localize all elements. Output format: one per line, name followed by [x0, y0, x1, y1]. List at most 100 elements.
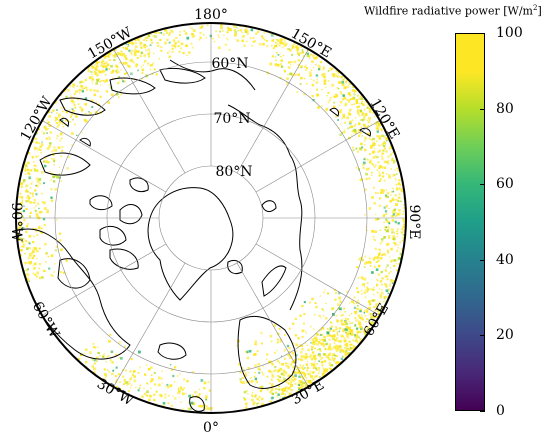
fire-detection-point	[387, 155, 390, 158]
fire-detection-point	[140, 51, 144, 55]
fire-detection-point	[181, 388, 184, 391]
fire-detection-point	[362, 163, 365, 167]
fire-detection-point	[313, 328, 315, 330]
fire-detection-point	[15, 246, 16, 247]
fire-detection-point	[106, 63, 110, 67]
fire-detection-point	[171, 44, 174, 47]
fire-detection-point	[365, 125, 368, 129]
fire-detection-point	[341, 83, 345, 87]
fire-detection-point	[403, 179, 406, 181]
fire-detection-point	[104, 62, 106, 65]
fire-detection-point	[377, 279, 379, 282]
fire-detection-point	[150, 41, 154, 44]
fire-detection-point	[172, 39, 176, 42]
fire-detection-point	[163, 410, 165, 412]
fire-detection-point	[37, 128, 40, 131]
fire-detection-point	[382, 149, 384, 151]
fire-detection-point	[134, 39, 137, 42]
meridian-line	[110, 262, 186, 392]
fire-detection-point	[312, 362, 316, 366]
fire-detection-point	[139, 36, 142, 39]
fire-detection-point	[372, 235, 375, 238]
fire-detection-point	[147, 52, 150, 56]
fire-detection-point	[22, 245, 25, 248]
fire-detection-point	[25, 208, 28, 210]
fire-detection-point	[28, 280, 30, 282]
fire-detection-point	[337, 71, 341, 74]
fire-detection-point	[120, 50, 123, 53]
fire-detection-point	[125, 381, 129, 384]
fire-detection-point	[161, 370, 163, 372]
fire-detection-point	[51, 151, 53, 153]
fire-detection-point	[20, 182, 23, 185]
graticule	[16, 23, 406, 413]
fire-detection-point	[309, 370, 311, 373]
fire-detection-point	[170, 29, 173, 32]
fire-detection-point	[32, 140, 35, 143]
fire-detection-point	[309, 73, 312, 77]
fire-detection-point	[103, 368, 106, 371]
fire-detection-point	[24, 163, 27, 166]
fire-detection-point	[341, 313, 344, 316]
fire-detection-point	[25, 143, 29, 146]
fire-detection-point	[352, 339, 355, 342]
fire-detection-point	[28, 261, 30, 263]
fire-detection-point	[397, 148, 400, 150]
meridian-line	[255, 117, 385, 193]
fire-detection-point	[280, 38, 283, 42]
fire-detection-point	[387, 225, 390, 228]
fire-detection-point	[323, 378, 327, 381]
fire-detection-point	[177, 40, 180, 43]
fire-detection-point	[113, 55, 116, 58]
fire-detection-point	[170, 404, 174, 408]
fire-detection-point	[377, 192, 379, 194]
fire-detection-point	[25, 230, 28, 234]
fire-detection-point	[323, 337, 325, 340]
fire-detection-point	[198, 404, 201, 408]
fire-detection-point	[319, 334, 322, 336]
fire-detection-point	[52, 175, 55, 179]
fire-detection-point	[105, 361, 107, 363]
fire-detection-point	[377, 151, 379, 153]
fire-detection-point	[322, 315, 324, 317]
fire-detection-point	[297, 52, 300, 55]
fire-detection-point	[374, 122, 378, 126]
fire-detection-point	[302, 59, 304, 61]
fire-detection-point	[284, 334, 286, 336]
fire-detection-point	[335, 115, 338, 118]
fire-detection-point	[350, 343, 353, 346]
fire-detection-point	[366, 158, 369, 161]
fire-detection-point	[373, 286, 375, 289]
fire-detection-point	[20, 217, 22, 220]
fire-detection-point	[245, 30, 249, 33]
fire-detection-point	[286, 82, 289, 85]
fire-detection-point	[124, 345, 126, 348]
fire-detection-point	[252, 404, 255, 406]
fire-detection-point	[96, 79, 99, 82]
fire-detection-point	[373, 147, 376, 150]
fire-detection-point	[277, 43, 279, 45]
fire-detection-point	[290, 389, 293, 392]
fire-detection-point	[243, 397, 245, 399]
fire-detection-point	[294, 317, 297, 320]
fire-detection-point	[45, 252, 48, 254]
fire-detection-point	[308, 71, 312, 74]
fire-detection-point	[48, 145, 51, 148]
fire-detection-point	[381, 307, 383, 309]
scandinavia-coast	[237, 315, 297, 389]
fire-detection-point	[396, 199, 398, 202]
fire-detection-point	[27, 241, 30, 244]
fire-detection-point	[350, 358, 353, 361]
fire-detection-point	[364, 157, 366, 159]
fire-detection-point	[363, 108, 366, 111]
fire-detection-point	[39, 145, 42, 148]
fire-detection-point	[403, 169, 406, 173]
fire-detection-point	[133, 379, 137, 383]
fire-detection-point	[307, 372, 310, 375]
fire-detection-point	[383, 221, 385, 224]
fire-detection-point	[39, 210, 42, 214]
fire-detection-point	[63, 90, 66, 93]
fire-detection-point	[317, 354, 319, 356]
fire-detection-point	[258, 395, 261, 398]
fire-detection-point	[281, 379, 284, 383]
